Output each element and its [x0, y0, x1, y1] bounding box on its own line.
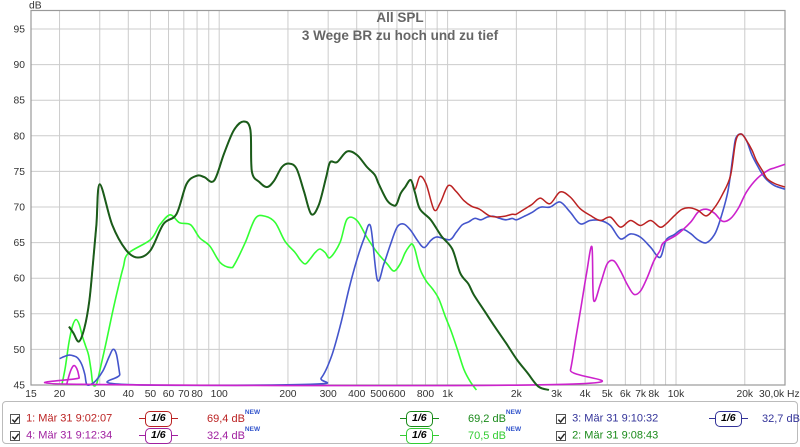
svg-text:dB: dB: [29, 1, 42, 12]
svg-text:7k: 7k: [635, 389, 647, 400]
svg-text:400: 400: [348, 389, 365, 400]
svg-text:100: 100: [211, 389, 228, 400]
svg-text:5k: 5k: [602, 389, 614, 400]
svg-text:8k: 8k: [648, 389, 660, 400]
svg-text:All SPL: All SPL: [376, 10, 423, 25]
svg-text:75: 75: [14, 167, 26, 178]
svg-text:70: 70: [178, 389, 190, 400]
svg-text:200: 200: [279, 389, 296, 400]
svg-text:4k: 4k: [580, 389, 592, 400]
svg-text:55: 55: [14, 309, 26, 320]
svg-text:2k: 2k: [511, 389, 523, 400]
svg-text:80: 80: [191, 389, 203, 400]
svg-text:10k: 10k: [668, 389, 685, 400]
svg-text:1k: 1k: [442, 389, 454, 400]
svg-text:50: 50: [145, 389, 157, 400]
svg-text:65: 65: [14, 238, 26, 249]
svg-text:300: 300: [320, 389, 337, 400]
svg-text:50: 50: [14, 345, 26, 356]
svg-text:30: 30: [94, 389, 106, 400]
svg-text:45: 45: [14, 381, 26, 392]
svg-text:6k: 6k: [620, 389, 632, 400]
svg-text:800: 800: [417, 389, 434, 400]
svg-text:600: 600: [388, 389, 405, 400]
svg-text:3 Wege BR zu hoch und zu tief: 3 Wege BR zu hoch und zu tief: [302, 28, 499, 43]
svg-text:500: 500: [370, 389, 387, 400]
svg-text:15: 15: [25, 389, 37, 400]
svg-text:20k: 20k: [736, 389, 753, 400]
svg-text:40: 40: [123, 389, 135, 400]
svg-text:3k: 3k: [551, 389, 563, 400]
svg-text:70: 70: [14, 203, 26, 214]
svg-text:90: 90: [14, 60, 26, 71]
svg-text:80: 80: [14, 131, 26, 142]
svg-text:95: 95: [14, 25, 26, 36]
svg-text:60: 60: [14, 274, 26, 285]
svg-text:20: 20: [54, 389, 66, 400]
svg-text:85: 85: [14, 96, 26, 107]
svg-text:60: 60: [163, 389, 175, 400]
svg-text:30,0k Hz: 30,0k Hz: [759, 389, 800, 400]
